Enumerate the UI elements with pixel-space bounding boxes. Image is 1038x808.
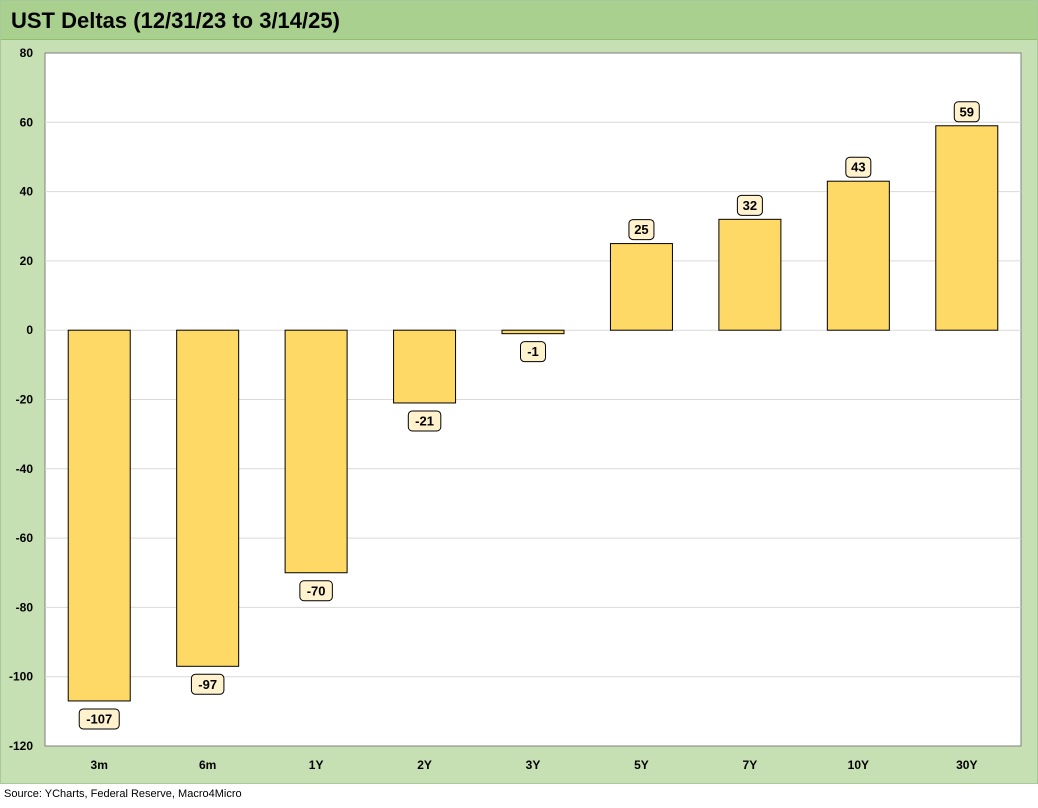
y-tick-label: -40 [16, 462, 34, 476]
data-label-text: 25 [634, 222, 648, 237]
x-axis-tick-labels: 3m 6m 1Y 2Y 3Y 5Y 7Y 10Y 30Y [91, 758, 978, 772]
data-label-text: -21 [415, 413, 434, 428]
x-tick-label: 5Y [634, 758, 649, 772]
y-tick-label: -60 [16, 531, 34, 545]
data-label: -21 [407, 410, 442, 432]
y-axis-tick-labels: 80 60 40 20 0 -20 -40 -60 -80 -100 -120 [9, 46, 33, 753]
bar-5Y [609, 243, 673, 331]
y-tick-label: -80 [16, 600, 34, 614]
data-labels: -107 -97 -70 -21 -1 25 32 43 59 [78, 101, 980, 730]
x-tick-label: 7Y [743, 758, 758, 772]
data-label: 43 [845, 156, 872, 178]
y-tick-label: -100 [9, 670, 33, 684]
x-tick-label: 30Y [956, 758, 977, 772]
bars [67, 125, 999, 702]
data-label: -70 [299, 580, 333, 602]
data-label: -1 [520, 341, 546, 363]
title-bar: UST Deltas (12/31/23 to 3/14/25) [1, 1, 1037, 40]
y-tick-label: 40 [20, 185, 34, 199]
bar-6m [176, 329, 240, 667]
x-tick-label: 6m [199, 758, 216, 772]
data-label-text: 32 [743, 198, 757, 213]
bar-3Y [501, 329, 565, 335]
y-tick-label: 20 [20, 254, 34, 268]
bar-7Y [718, 218, 782, 331]
data-label: -97 [190, 673, 225, 695]
data-label: 25 [628, 219, 655, 241]
bar-30Y [935, 125, 999, 331]
x-tick-label: 1Y [309, 758, 324, 772]
x-tick-label: 10Y [848, 758, 869, 772]
y-tick-label: -120 [9, 739, 33, 753]
y-tick-label: 80 [20, 46, 34, 60]
data-label: -107 [78, 708, 120, 730]
y-tick-label: 0 [26, 323, 33, 337]
data-label: 32 [736, 194, 763, 216]
y-tick-label: 60 [20, 115, 34, 129]
bar-2Y [393, 329, 457, 404]
chart-title: UST Deltas (12/31/23 to 3/14/25) [11, 8, 340, 33]
y-tick-label: -20 [16, 393, 34, 407]
data-label-text: -97 [198, 677, 217, 692]
source-note: Source: YCharts, Federal Reserve, Macro4… [4, 788, 242, 800]
bar-10Y [826, 180, 890, 331]
x-tick-label: 2Y [417, 758, 432, 772]
data-label-text: -1 [527, 344, 539, 359]
bar-1Y [284, 329, 348, 574]
data-label: 59 [953, 101, 980, 123]
x-tick-label: 3Y [526, 758, 541, 772]
bar-3m [67, 329, 131, 702]
data-label-text: -107 [86, 711, 112, 726]
data-label-text: 59 [960, 104, 974, 119]
data-label-text: -70 [307, 583, 326, 598]
x-tick-label: 3m [91, 758, 108, 772]
data-label-text: 43 [851, 160, 865, 175]
bar-chart: 80 60 40 20 0 -20 -40 -60 -80 -100 -120 3m 6m 1Y 2Y 3Y… [9, 46, 1022, 772]
